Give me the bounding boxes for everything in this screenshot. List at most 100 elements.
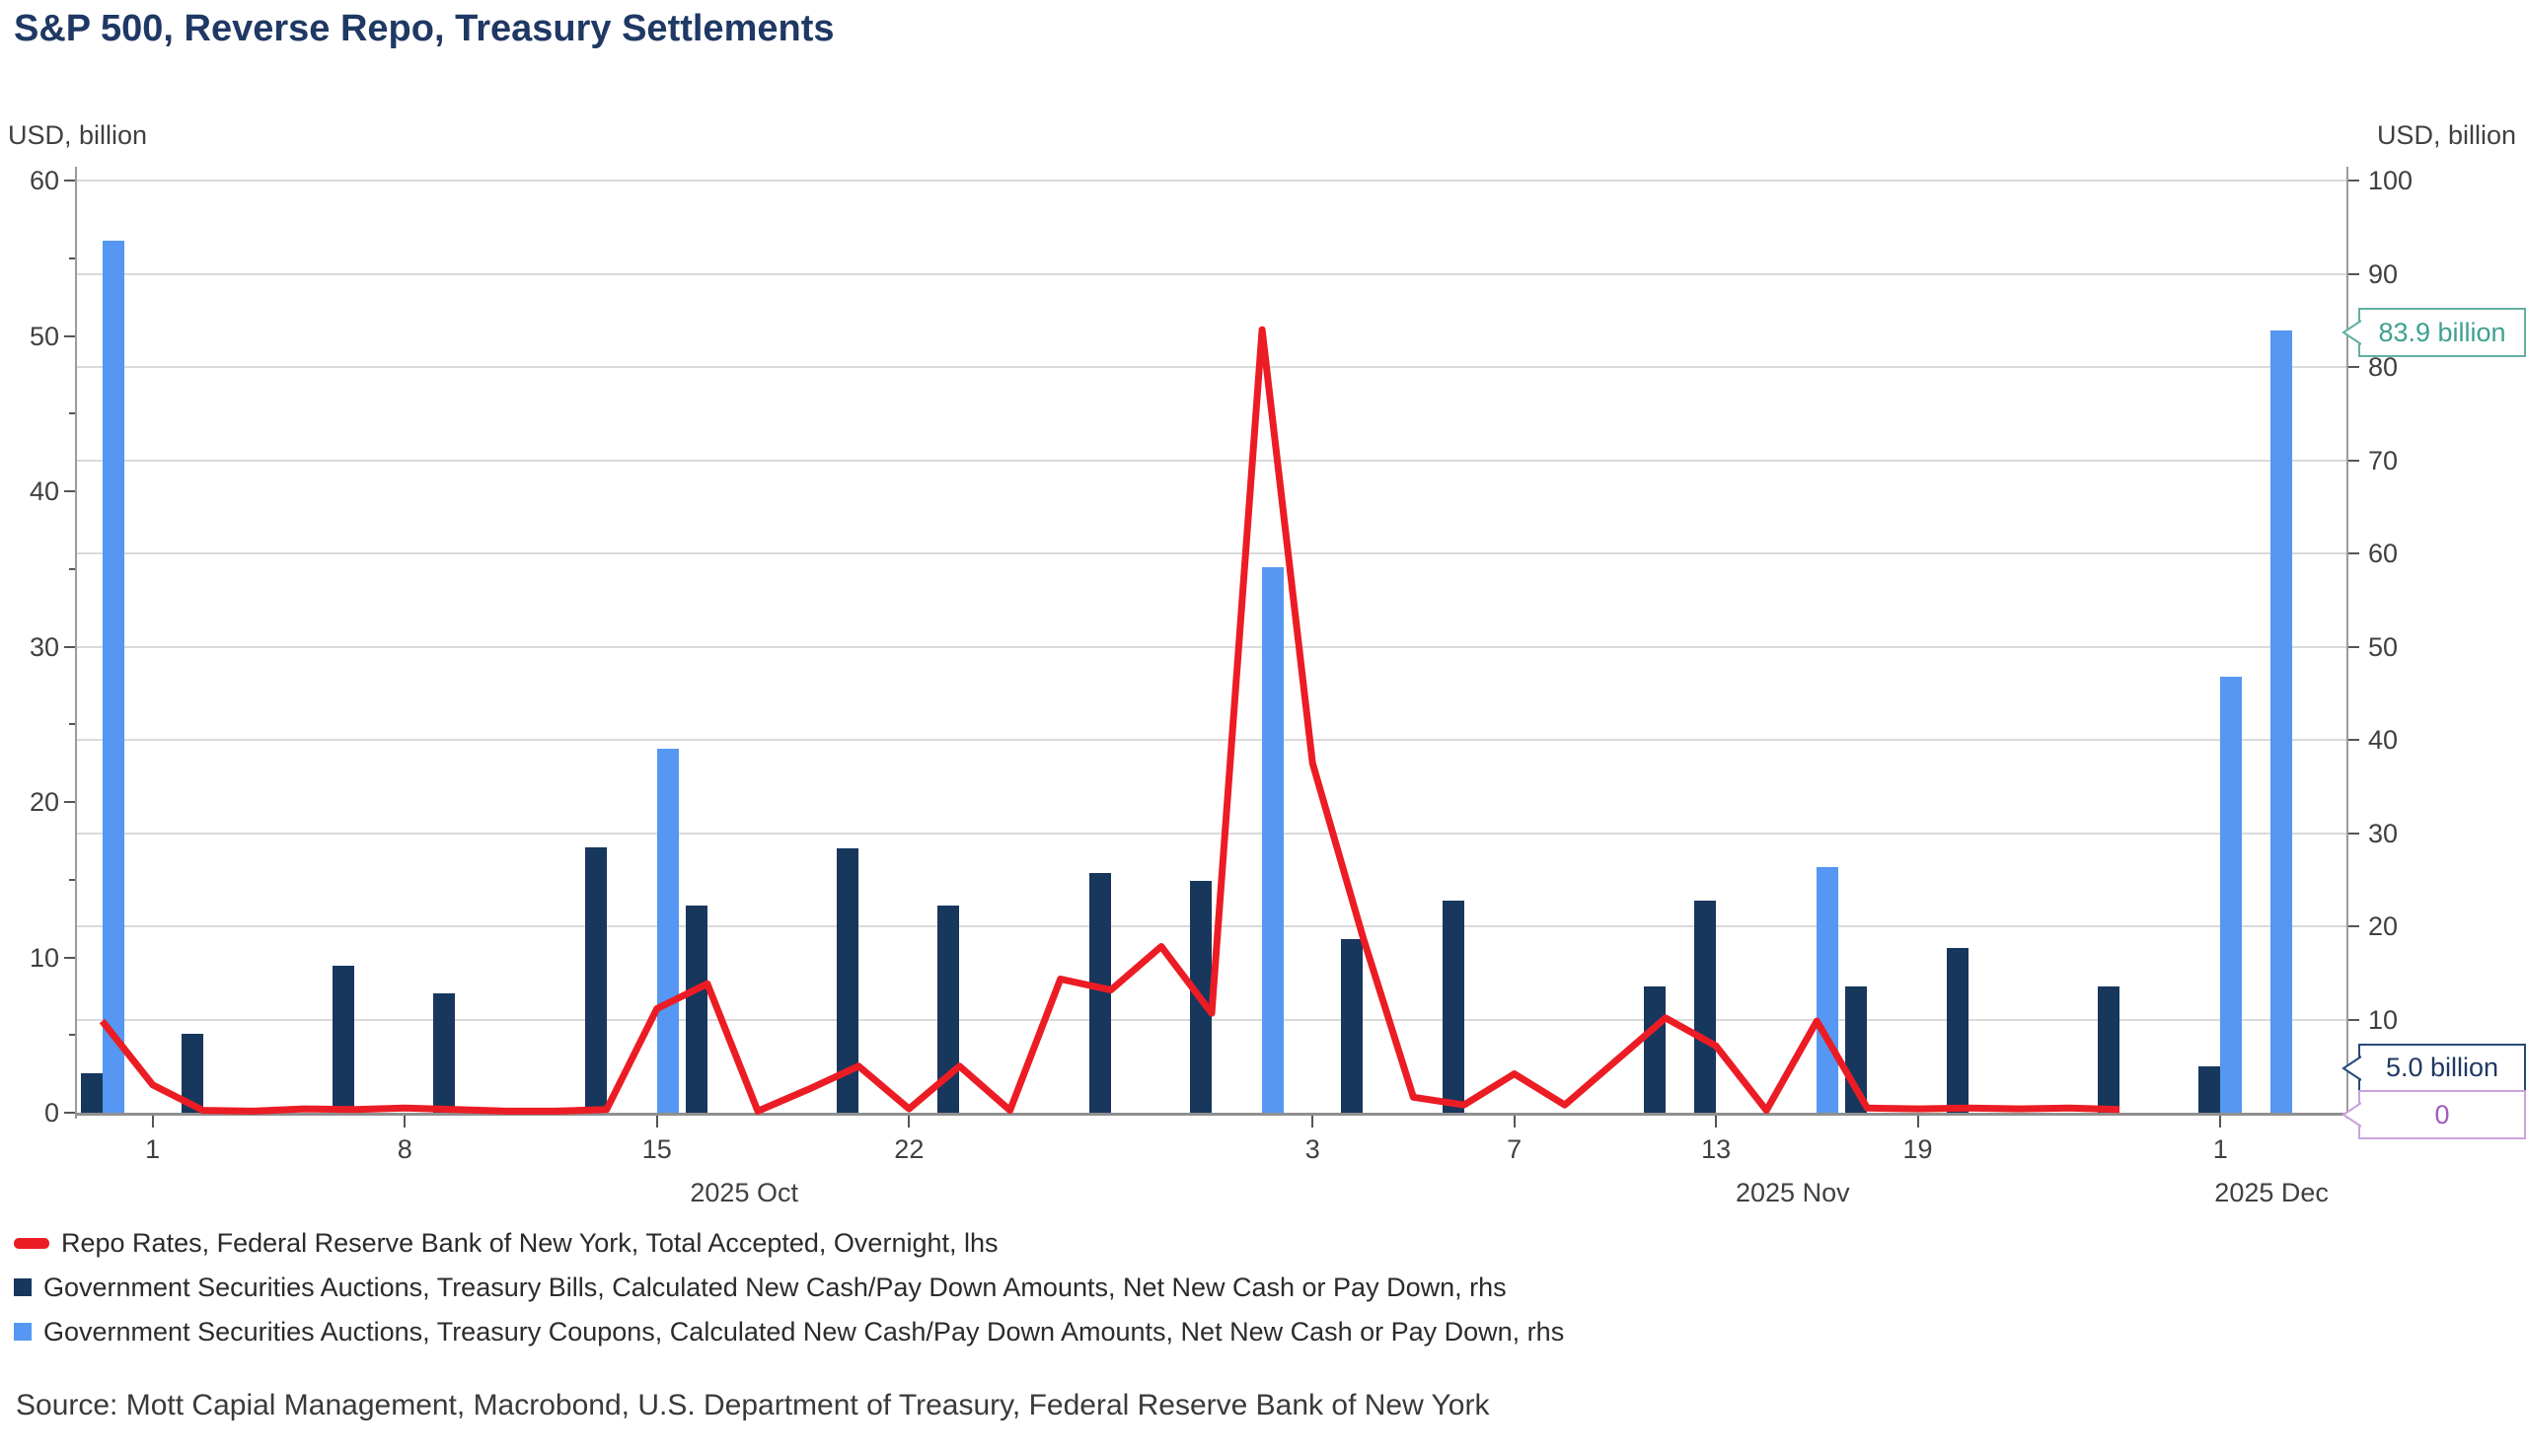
right-axis-tick (2348, 180, 2359, 182)
gridline (77, 739, 2346, 741)
gridline (77, 832, 2346, 835)
bar-treasury-bills (1088, 873, 1111, 1113)
bar-treasury-bills (80, 1073, 103, 1113)
callout-arrow-icon (2341, 320, 2361, 345)
bar-treasury-bills (1442, 901, 1464, 1113)
left-axis-tick-label: 50 (29, 321, 59, 351)
bar-treasury-coupons (1817, 866, 1839, 1113)
bar-treasury-bills (685, 906, 707, 1113)
value-callout-text: 83.9 billion (2378, 317, 2506, 347)
x-axis-tick-label: 19 (1902, 1134, 1933, 1164)
x-axis-tick (2219, 1116, 2222, 1128)
legend-label: Repo Rates, Federal Reserve Bank of New … (61, 1227, 999, 1258)
x-axis-month-label: 2025 Nov (1736, 1178, 1850, 1207)
right-axis-tick (2348, 459, 2359, 462)
x-axis-tick (1311, 1116, 1314, 1128)
right-axis-tick (2348, 832, 2359, 835)
left-axis-minor-tick (69, 567, 75, 570)
x-axis-tick (404, 1116, 407, 1128)
bar-treasury-bills (181, 1033, 203, 1113)
left-axis-tick (64, 490, 75, 492)
legend-label: Government Securities Auctions, Treasury… (43, 1316, 1565, 1347)
right-axis-tick (2348, 1018, 2359, 1021)
bar-treasury-bills (333, 965, 355, 1113)
value-callout: 5.0 billion (2341, 1043, 2526, 1093)
bar-treasury-bills (433, 993, 456, 1113)
bar-treasury-bills (1644, 986, 1666, 1113)
bar-treasury-bills (2098, 986, 2119, 1113)
x-axis-month-label: 2025 Oct (690, 1178, 798, 1207)
gridline (77, 1018, 2346, 1021)
gridline (77, 272, 2346, 275)
right-axis-tick (2348, 925, 2359, 927)
x-axis-baseline (75, 1113, 2348, 1116)
bar-treasury-bills (937, 906, 960, 1113)
bar-treasury-bills (837, 847, 859, 1113)
bar-treasury-bills (1694, 900, 1717, 1113)
left-axis-tick (64, 1112, 75, 1114)
left-axis-tick-label: 10 (29, 942, 59, 973)
bar-treasury-coupons (2220, 676, 2243, 1113)
x-axis-tick (151, 1116, 154, 1128)
x-axis-tick (1916, 1116, 1919, 1128)
gridline (77, 925, 2346, 927)
bar-treasury-coupons (1262, 567, 1285, 1113)
x-axis-tick (908, 1116, 911, 1128)
x-axis-tick-label: 8 (397, 1134, 412, 1164)
left-axis-tick (64, 334, 75, 337)
value-callout: 0 (2341, 1090, 2526, 1139)
right-axis-tick (2348, 366, 2359, 368)
bar-treasury-bills (1845, 986, 1868, 1113)
bar-treasury-bills (1341, 939, 1364, 1113)
right-axis-tick-label: 60 (2368, 539, 2399, 568)
x-axis-tick-label: 13 (1701, 1134, 1732, 1164)
repo-line-swatch (14, 1237, 49, 1249)
bar-treasury-bills (2198, 1065, 2221, 1113)
x-axis-tick-label: 1 (145, 1134, 161, 1164)
left-axis-tick-label: 60 (29, 166, 59, 195)
right-axis-tick-label: 10 (2368, 1004, 2399, 1035)
left-axis-tick (64, 801, 75, 803)
left-axis-line (75, 167, 77, 1119)
callout-arrow-icon (2341, 1102, 2361, 1128)
legend-item-treasury-bills: Government Securities Auctions, Treasury… (14, 1272, 1507, 1303)
left-axis-title: USD, billion (8, 120, 148, 150)
right-axis-tick-label: 20 (2368, 911, 2399, 941)
bar-treasury-coupons (102, 241, 124, 1113)
right-axis-tick (2348, 739, 2359, 741)
left-axis-tick-label: 0 (43, 1098, 59, 1128)
x-axis-tick-label: 3 (1304, 1134, 1320, 1164)
right-axis-title: USD, billion (2376, 120, 2516, 150)
right-axis-tick-label: 70 (2368, 445, 2399, 475)
coupons-bar-swatch (14, 1323, 32, 1341)
x-axis-tick-label: 22 (894, 1134, 925, 1164)
x-axis-tick (655, 1116, 658, 1128)
gridline (77, 459, 2346, 462)
left-axis-tick (64, 645, 75, 648)
right-axis-tick (2348, 645, 2359, 648)
right-axis-tick-label: 90 (2368, 258, 2399, 289)
right-axis-tick-label: 100 (2368, 166, 2414, 195)
right-axis-line (2346, 167, 2348, 1119)
gridline (77, 366, 2346, 368)
legend-item-treasury-coupons: Government Securities Auctions, Treasury… (14, 1316, 1564, 1347)
value-callout-text: 5.0 billion (2385, 1053, 2499, 1083)
left-axis-minor-tick (69, 412, 75, 415)
gridline (77, 645, 2346, 648)
chart-title: S&P 500, Reverse Repo, Treasury Settleme… (14, 8, 835, 49)
bar-treasury-bills (1946, 947, 1969, 1113)
right-axis-tick (2348, 272, 2359, 275)
left-axis-tick-label: 20 (29, 787, 59, 817)
x-axis-month-label: 2025 Dec (2214, 1178, 2329, 1207)
bar-treasury-coupons (656, 749, 679, 1113)
left-axis-tick-label: 40 (29, 476, 59, 506)
legend-label: Government Securities Auctions, Treasury… (43, 1272, 1507, 1302)
left-axis-minor-tick (69, 256, 75, 259)
left-axis-tick-label: 30 (29, 631, 59, 662)
right-axis-tick-label: 30 (2368, 818, 2399, 848)
value-callout: 83.9 billion (2341, 308, 2526, 358)
x-axis-tick-label: 7 (1507, 1134, 1523, 1164)
legend-item-repo-rates: Repo Rates, Federal Reserve Bank of New … (14, 1227, 999, 1259)
source-note: Source: Mott Capial Management, Macrobon… (16, 1389, 1490, 1421)
